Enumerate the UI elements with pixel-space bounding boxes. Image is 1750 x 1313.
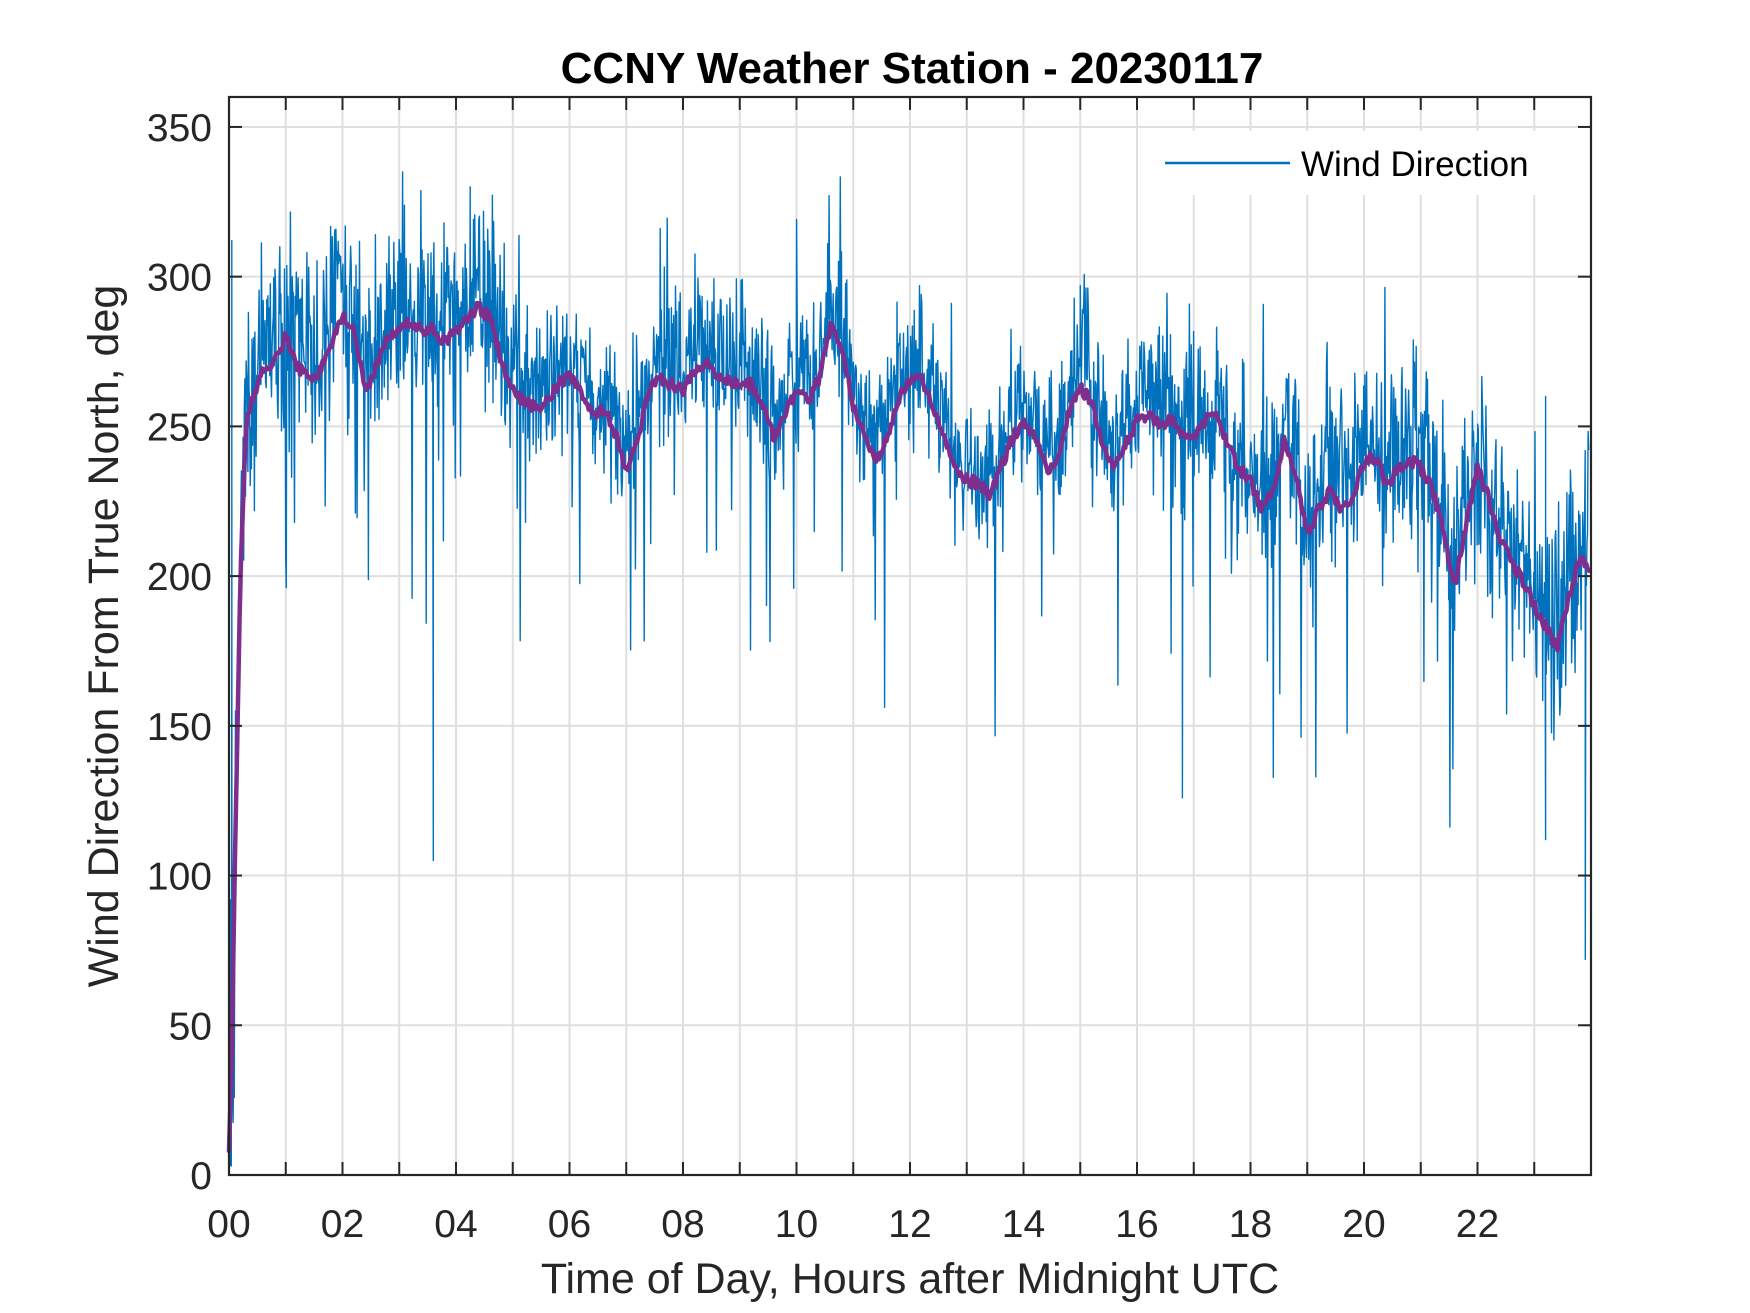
series-line-smoothed	[226, 300, 1592, 1154]
x-tick-label: 16	[1115, 1203, 1158, 1246]
smoothed-series-layer	[226, 300, 1592, 1154]
x-tick-label: 06	[548, 1203, 591, 1246]
grid-lines	[229, 97, 1591, 1175]
x-tick-label: 20	[1342, 1203, 1385, 1246]
x-tick-label: 14	[1002, 1203, 1045, 1246]
y-tick-label: 300	[147, 257, 212, 300]
y-tick-label: 200	[147, 556, 212, 599]
y-tick-label: 50	[169, 1005, 212, 1048]
x-tick-labels: 00 02 04 06 08 10 12 14 16 18 20 22	[207, 1203, 1499, 1246]
y-tick-label: 350	[147, 107, 212, 150]
legend-label-wind-direction: Wind Direction	[1301, 145, 1529, 184]
y-tick-label: 250	[147, 406, 212, 449]
y-axis-label: Wind Direction From True North, deg	[80, 285, 128, 988]
chart-title: CCNY Weather Station - 20230117	[561, 44, 1264, 93]
y-tick-label: 150	[147, 706, 212, 749]
x-tick-label: 00	[207, 1203, 250, 1246]
axes	[227, 95, 1593, 1177]
y-tick-label: 0	[190, 1155, 212, 1198]
legend: Wind Direction	[1151, 131, 1576, 195]
y-tick-label: 100	[147, 856, 212, 899]
x-tick-label: 18	[1229, 1203, 1272, 1246]
x-tick-label: 12	[888, 1203, 931, 1246]
x-tick-label: 22	[1456, 1203, 1499, 1246]
x-tick-label: 10	[775, 1203, 818, 1246]
x-tick-label: 02	[321, 1203, 364, 1246]
x-tick-label: 08	[661, 1203, 704, 1246]
x-axis-label: Time of Day, Hours after Midnight UTC	[541, 1255, 1279, 1303]
y-tick-labels: 0 50 100 150 200 250 300 350	[147, 107, 212, 1198]
x-tick-label: 04	[434, 1203, 477, 1246]
